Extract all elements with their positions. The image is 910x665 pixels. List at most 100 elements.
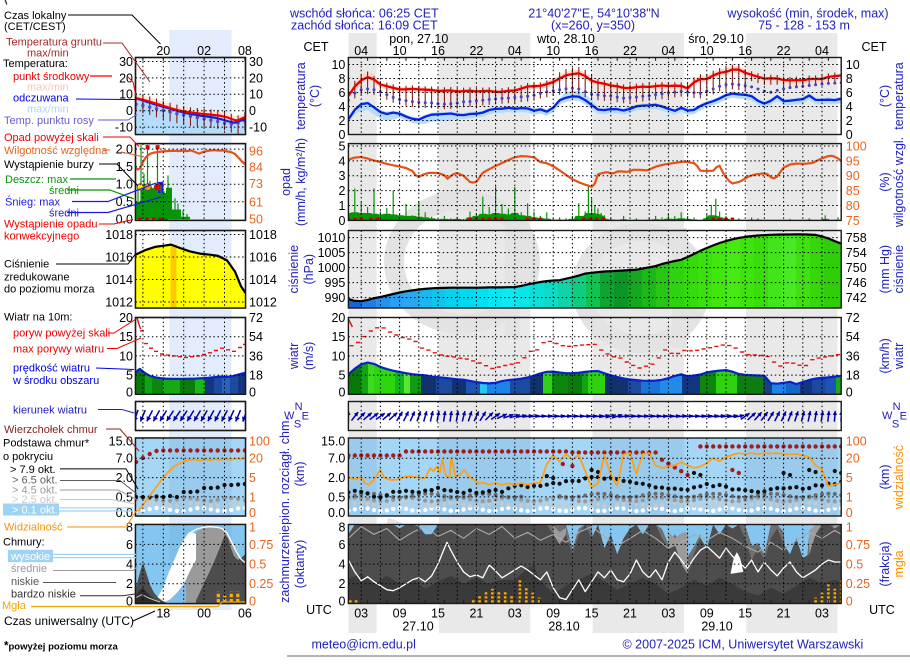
- svg-text:(hPa): (hPa): [302, 254, 316, 285]
- svg-text:Podstawa chmur*: Podstawa chmur*: [3, 437, 90, 449]
- svg-text:04: 04: [508, 44, 522, 58]
- svg-text:(oktanty): (oktanty): [293, 540, 307, 589]
- svg-text:54: 54: [846, 330, 860, 344]
- svg-text:Chmury:: Chmury:: [3, 536, 45, 548]
- svg-text:21°40'27"E, 54°10'38"N: 21°40'27"E, 54°10'38"N: [528, 7, 659, 21]
- svg-text:max/min: max/min: [27, 104, 69, 116]
- svg-text:(x=260, y=350): (x=260, y=350): [551, 19, 635, 33]
- svg-text:61: 61: [249, 195, 263, 209]
- svg-text:1016: 1016: [105, 250, 133, 264]
- svg-text:zachód słońca: 16:09 CET: zachód słońca: 16:09 CET: [291, 19, 438, 33]
- svg-text:N: N: [295, 401, 303, 413]
- svg-text:0.25: 0.25: [846, 577, 870, 591]
- svg-text:Temperatura gruntu: Temperatura gruntu: [6, 37, 102, 49]
- svg-text:10: 10: [119, 88, 133, 102]
- svg-text:zachmurzenie: zachmurzenie: [278, 525, 292, 603]
- svg-text:> 2.5 okt.: > 2.5 okt.: [12, 494, 58, 506]
- svg-text:04: 04: [661, 44, 675, 58]
- svg-text:95: 95: [846, 154, 860, 168]
- svg-text:27.10: 27.10: [402, 620, 433, 634]
- svg-text:22: 22: [777, 44, 791, 58]
- svg-text:29.10: 29.10: [701, 620, 732, 634]
- svg-text:15: 15: [431, 607, 445, 621]
- svg-text:wysokie: wysokie: [10, 551, 50, 563]
- svg-text:kierunek wiatru: kierunek wiatru: [13, 405, 87, 417]
- svg-text:20: 20: [156, 44, 170, 58]
- svg-text:09: 09: [393, 607, 407, 621]
- svg-text:max/min: max/min: [27, 82, 69, 94]
- svg-text:28.10: 28.10: [548, 620, 579, 634]
- svg-text:Opad powyżej skali: Opad powyżej skali: [4, 132, 99, 144]
- svg-text:średnie: średnie: [11, 563, 47, 575]
- svg-text:0: 0: [338, 128, 345, 142]
- svg-text:meteo@icm.edu.pl: meteo@icm.edu.pl: [312, 638, 416, 652]
- svg-text:opad: opad: [279, 168, 293, 196]
- svg-text:8: 8: [338, 72, 345, 86]
- svg-text:(km/h): (km/h): [878, 338, 892, 373]
- svg-text:990: 990: [325, 291, 346, 305]
- svg-text:zredukowane: zredukowane: [4, 272, 69, 284]
- svg-text:10: 10: [393, 44, 407, 58]
- svg-text:widzialność: widzialność: [892, 445, 906, 510]
- svg-text:0: 0: [338, 594, 345, 608]
- svg-text:0.0: 0.0: [328, 506, 345, 520]
- svg-text:S: S: [294, 419, 301, 431]
- svg-text:Temp. punktu rosy: Temp. punktu rosy: [4, 115, 94, 127]
- svg-text:0.0: 0.0: [116, 213, 133, 227]
- svg-text:09: 09: [546, 607, 560, 621]
- svg-text:2.0: 2.0: [328, 471, 345, 485]
- svg-text:W: W: [284, 410, 295, 422]
- svg-text:1: 1: [249, 490, 256, 504]
- svg-text:2: 2: [338, 184, 345, 198]
- svg-text:21: 21: [623, 607, 637, 621]
- svg-text:10: 10: [331, 349, 345, 363]
- svg-text:04: 04: [815, 44, 829, 58]
- svg-text:10: 10: [546, 44, 560, 58]
- svg-text:1.5: 1.5: [116, 160, 133, 174]
- svg-text:54: 54: [249, 330, 263, 344]
- svg-text:2: 2: [846, 114, 853, 128]
- svg-text:W: W: [882, 410, 893, 422]
- svg-text:0: 0: [126, 386, 133, 400]
- svg-text:72: 72: [846, 311, 860, 325]
- svg-text:0: 0: [846, 506, 853, 520]
- svg-text:1016: 1016: [249, 250, 277, 264]
- svg-text:(km): (km): [293, 462, 307, 487]
- svg-text:6: 6: [338, 538, 345, 552]
- svg-text:2.0: 2.0: [116, 143, 133, 157]
- svg-text:21: 21: [777, 607, 791, 621]
- svg-text:21: 21: [469, 607, 483, 621]
- svg-text:36: 36: [249, 349, 263, 363]
- svg-text:80: 80: [846, 199, 860, 213]
- svg-text:18: 18: [249, 369, 263, 383]
- svg-text:1000: 1000: [318, 261, 346, 275]
- svg-text:20: 20: [119, 311, 133, 325]
- svg-text:punkt środkowy: punkt środkowy: [13, 71, 90, 83]
- svg-text:(CET/CEST): (CET/CEST): [4, 21, 66, 33]
- svg-text:Wystąpienie opadu: Wystąpienie opadu: [4, 219, 97, 231]
- svg-text:max/min: max/min: [27, 48, 69, 60]
- svg-text:CET: CET: [304, 40, 329, 54]
- svg-text:(mm/h, kg/m²/h): (mm/h, kg/m²/h): [294, 138, 308, 226]
- svg-text:2.0: 2.0: [116, 471, 133, 485]
- svg-text:0: 0: [249, 386, 256, 400]
- svg-text:995: 995: [325, 276, 346, 290]
- svg-text:18: 18: [156, 607, 170, 621]
- svg-text:03: 03: [661, 607, 675, 621]
- svg-text:0: 0: [338, 214, 345, 228]
- svg-text:0.75: 0.75: [846, 538, 870, 552]
- svg-text:03: 03: [354, 607, 368, 621]
- svg-text:20: 20: [119, 71, 133, 85]
- svg-text:1010: 1010: [318, 231, 346, 245]
- svg-text:16: 16: [738, 44, 752, 58]
- svg-text:wysokość (min, środek, max): wysokość (min, środek, max): [726, 7, 888, 21]
- svg-text:10: 10: [846, 58, 860, 72]
- svg-text:22: 22: [469, 44, 483, 58]
- svg-text:2: 2: [126, 577, 133, 591]
- svg-text:20: 20: [846, 452, 860, 466]
- svg-text:1.0: 1.0: [116, 178, 133, 192]
- svg-text:1005: 1005: [318, 246, 346, 260]
- svg-text:10: 10: [700, 44, 714, 58]
- svg-text:-10: -10: [115, 121, 133, 135]
- svg-text:02: 02: [197, 44, 211, 58]
